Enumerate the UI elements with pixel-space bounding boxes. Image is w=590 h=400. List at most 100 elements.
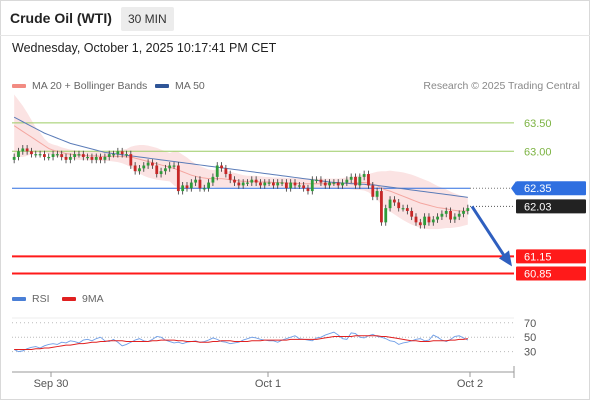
timeframe-button[interactable]: 30 MIN [121,7,174,31]
candle-body [142,165,146,169]
candle [293,179,297,189]
candle-body [431,219,435,223]
candle-body [384,208,388,223]
candle [172,162,176,169]
candle-body [55,154,59,156]
candle [202,184,206,192]
candle-body [367,174,370,186]
ma50-swatch [155,84,169,88]
candle-body [155,165,159,175]
candle-body [185,185,189,189]
candle-body [94,156,98,160]
candle-body [449,210,452,220]
candle-body [440,213,444,217]
candle-body [444,210,448,214]
candle [116,147,120,158]
candle-body [462,210,465,214]
candle-body [349,176,353,180]
candle [367,170,370,189]
candle-body [341,182,344,186]
candle [246,179,249,186]
candle-body [289,182,293,189]
candle [25,145,29,155]
candle [431,216,435,226]
candle-body [284,182,288,189]
candle-body [388,199,392,209]
ma20-line [13,125,468,212]
candle-body [12,156,16,160]
candle [358,173,362,189]
candle [159,167,163,178]
candle-body [272,182,275,186]
candle-body [38,154,42,156]
candle-body [194,179,198,183]
candle [133,162,137,175]
level-label-61.15: 61.15 [524,251,552,263]
candle-body [120,151,124,155]
candle [55,150,59,158]
candle-body [466,208,470,211]
candle [254,176,258,186]
candle [392,196,396,206]
candle-body [436,216,439,220]
forecast-arrow-shaft [470,205,506,257]
candle-body [410,210,414,217]
candle [189,179,193,192]
candle-body [25,148,29,152]
candle [328,179,331,189]
candle [142,162,146,172]
candle [181,181,185,195]
candle [341,179,344,189]
candle-body [47,156,51,159]
candle-body [397,202,401,209]
candle [77,150,81,158]
candle-body [43,154,46,157]
candle [64,153,68,164]
candle [457,210,461,221]
candle [207,179,210,192]
legend-label-rsi: RSI [32,293,50,305]
candle [38,150,42,158]
candle [306,184,310,195]
legend-label-ma20: MA 20 + Bollinger Bands [32,80,148,92]
candle [60,150,64,161]
candle-body [86,156,90,159]
candle-body [163,168,167,172]
candle-body [354,176,357,186]
forecast-layer [470,205,512,267]
candle [336,179,340,189]
x-axis-layer: Sep 30 Oct 1 Oct 2 [12,366,515,390]
candle-body [133,165,137,172]
candle-body [254,179,258,183]
candle-body [99,156,102,160]
candle-body [250,179,254,183]
candle-body [392,199,396,203]
candle [349,173,353,184]
candle-body [418,222,422,226]
candle [51,150,55,161]
moving-average-layer [13,116,468,212]
candle [138,164,141,175]
candle [73,150,77,161]
candle [17,147,20,161]
candle [163,164,167,175]
candle [405,204,409,215]
ma9-swatch [62,297,76,301]
candle [310,176,314,195]
candle [30,147,33,158]
datetime-label: Wednesday, October 1, 2025 10:17:41 PM C… [12,41,277,55]
candle [103,153,107,164]
candle [401,204,405,212]
rsi-tick-50: 50 [524,332,536,344]
candle-body [306,188,310,192]
candle-body [315,179,319,181]
candle [81,150,85,161]
level-box-62.03 [516,199,586,214]
candle-body [125,154,128,156]
candle-body [233,179,236,183]
candle [462,207,465,218]
candle-body [30,151,33,155]
candle-body [21,148,25,152]
